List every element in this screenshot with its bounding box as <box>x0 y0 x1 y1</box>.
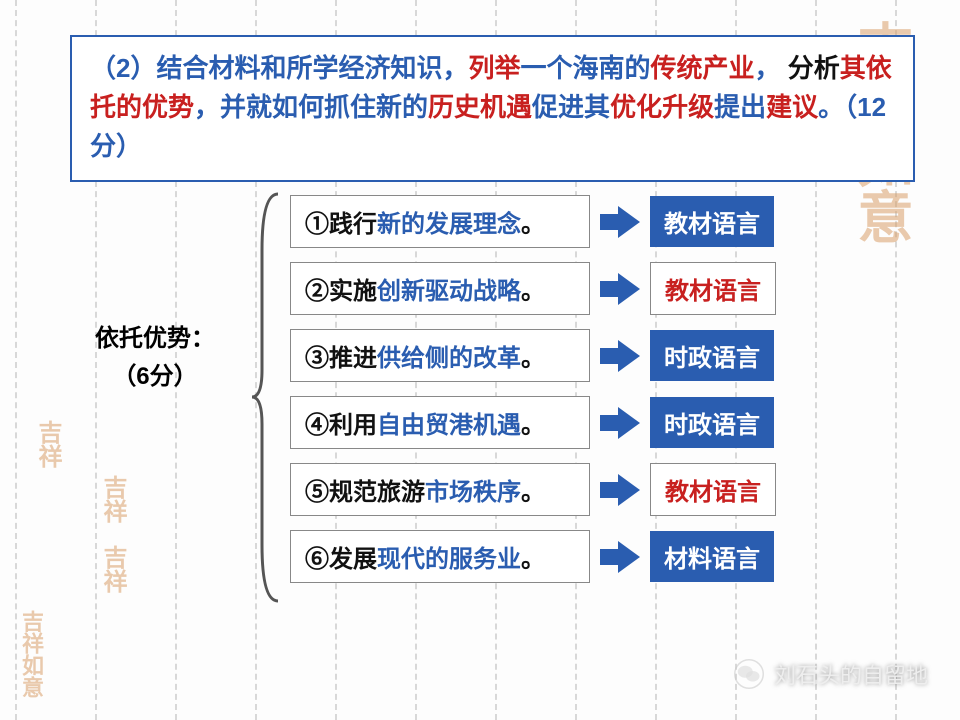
left-label-box: 依托优势： （6分） <box>75 320 235 397</box>
item-row: ⑤规范旅游市场秩序。 教材语言 <box>290 463 776 516</box>
item-tag: 时政语言 <box>650 330 774 381</box>
item-fragment: 实施 <box>329 278 377 305</box>
item-fragment: 。 <box>521 479 545 506</box>
item-row: ④利用自由贸港机遇。 时政语言 <box>290 396 776 449</box>
item-fragment: 新的发展理念 <box>377 211 521 238</box>
watermark-text: 刘石头的自留地 <box>774 658 928 690</box>
item-row: ①践行新的发展理念。 教材语言 <box>290 195 776 248</box>
item-text-box: ③推进供给侧的改革。 <box>290 329 590 382</box>
arrow-right-icon <box>600 338 642 374</box>
question-fragment: 优化升级 <box>610 92 714 122</box>
question-fragment: ，并就如何抓住新的 <box>194 92 428 122</box>
item-row: ③推进供给侧的改革。 时政语言 <box>290 329 776 382</box>
item-fragment: 。 <box>521 546 545 573</box>
item-fragment: ⑤ <box>305 479 329 506</box>
question-fragment: 传统产业 <box>651 53 755 83</box>
item-row: ②实施创新驱动战略。 教材语言 <box>290 262 776 315</box>
item-fragment: 。 <box>521 412 545 439</box>
question-fragment: 历史机遇 <box>428 92 532 122</box>
seal-stamp: 吉祥 <box>95 545 130 593</box>
item-fragment: ④ <box>305 412 329 439</box>
item-fragment: 。 <box>521 278 545 305</box>
seal-stamp: 吉祥 <box>95 475 130 523</box>
item-tag: 教材语言 <box>650 262 776 315</box>
item-fragment: 自由贸港机遇 <box>377 412 521 439</box>
item-fragment: 。 <box>521 211 545 238</box>
watermark: 刘石头的自留地 <box>734 658 928 690</box>
item-fragment: 践行 <box>329 211 377 238</box>
arrow-right-icon <box>600 204 642 240</box>
question-fragment: 列举 <box>468 53 520 83</box>
item-row: ⑥发展现代的服务业。 材料语言 <box>290 530 776 583</box>
item-tag: 教材语言 <box>650 196 774 247</box>
arrow-right-icon <box>600 405 642 441</box>
question-box: （2）结合材料和所学经济知识，列举一个海南的传统产业， 分析其依托的优势，并就如… <box>70 35 915 182</box>
question-fragment: 一个海南的 <box>520 53 650 83</box>
items-list: ①践行新的发展理念。教材语言②实施创新驱动战略。教材语言③推进供给侧的改革。时政… <box>290 195 776 597</box>
item-text-box: ⑥发展现代的服务业。 <box>290 530 590 583</box>
item-tag: 材料语言 <box>650 531 774 582</box>
item-fragment: 。 <box>521 345 545 372</box>
arrow-right-icon <box>600 539 642 575</box>
item-fragment: 创新驱动战略 <box>377 278 521 305</box>
item-fragment: ② <box>305 278 329 305</box>
left-line-2: （6分） <box>75 358 235 396</box>
item-fragment: 推进 <box>329 345 377 372</box>
item-fragment: 市场秩序 <box>425 479 521 506</box>
item-fragment: 规范旅游 <box>329 479 425 506</box>
item-fragment: ③ <box>305 345 329 372</box>
item-text-box: ⑤规范旅游市场秩序。 <box>290 463 590 516</box>
item-tag: 教材语言 <box>650 463 776 516</box>
seal-stamp: 吉祥如意 <box>15 610 47 698</box>
left-line-1: 依托优势： <box>75 320 235 358</box>
item-tag: 时政语言 <box>650 397 774 448</box>
wechat-icon <box>734 659 764 689</box>
item-fragment: 发展 <box>329 546 377 573</box>
item-fragment: ⑥ <box>305 546 329 573</box>
seal-stamp: 吉祥 <box>30 420 65 468</box>
item-text-box: ④利用自由贸港机遇。 <box>290 396 590 449</box>
question-fragment: 分析 <box>781 53 840 83</box>
item-fragment: 供给侧的改革 <box>377 345 521 372</box>
question-fragment: 建议 <box>766 92 818 122</box>
item-text-box: ①践行新的发展理念。 <box>290 195 590 248</box>
question-fragment: 提出 <box>714 92 766 122</box>
item-text-box: ②实施创新驱动战略。 <box>290 262 590 315</box>
item-fragment: 利用 <box>329 412 377 439</box>
item-fragment: 现代的服务业 <box>377 546 521 573</box>
arrow-right-icon <box>600 271 642 307</box>
arrow-right-icon <box>600 472 642 508</box>
item-fragment: ① <box>305 211 329 238</box>
question-fragment: （2）结合材料和所学经济知识， <box>90 53 468 83</box>
bracket-icon <box>250 190 284 605</box>
question-fragment: 促进其 <box>532 92 610 122</box>
question-fragment: ， <box>755 53 781 83</box>
